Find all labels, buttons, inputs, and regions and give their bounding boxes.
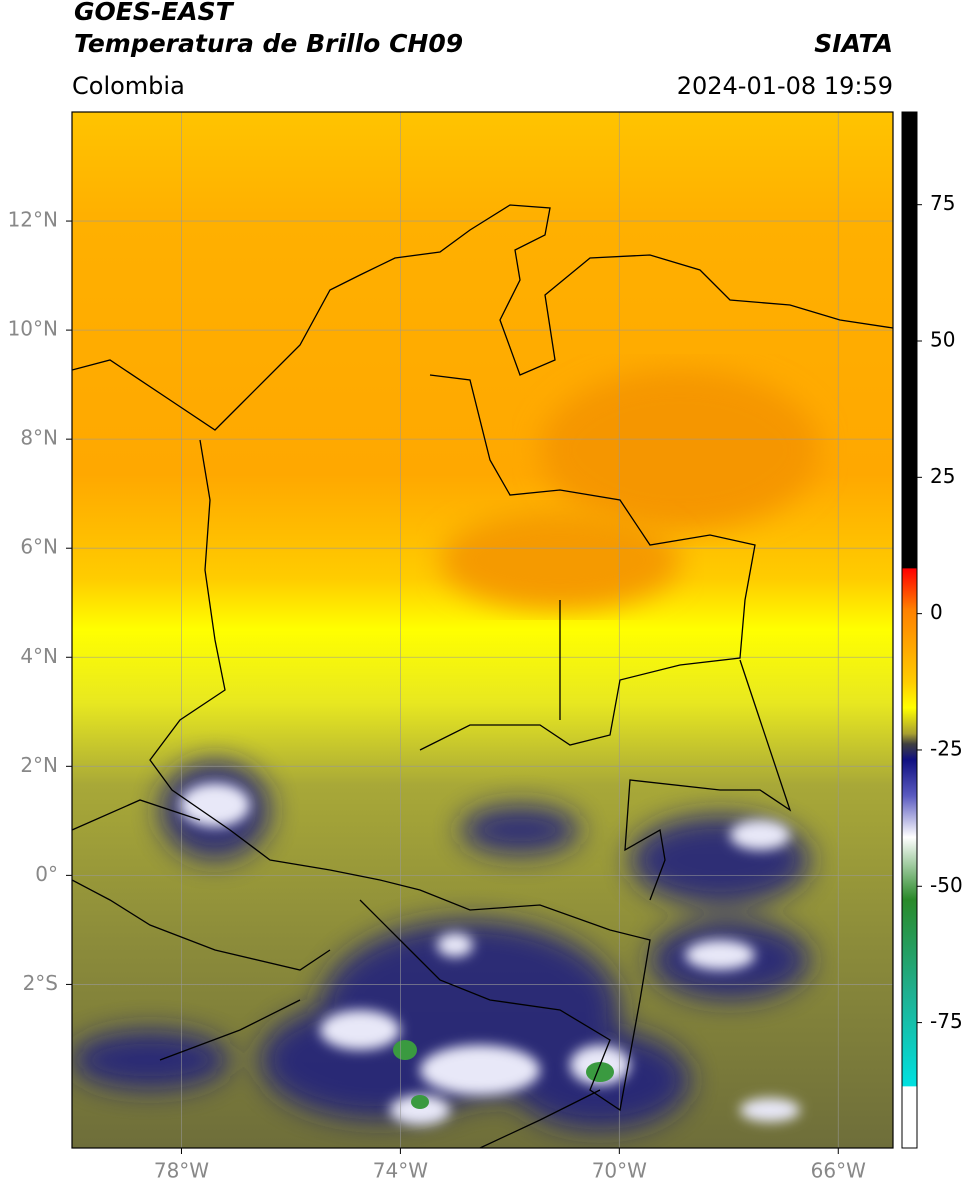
borders [72,204,893,1148]
y-tick-label: 4°N [20,644,58,668]
y-tick-label: 2°N [20,753,58,777]
title: GOES-EAST [74,0,235,26]
colorbar-label: -75 [930,1009,963,1033]
region: Colombia [72,72,185,100]
y-tick-label: 0° [35,862,58,886]
x-tick-label: 66°W [811,1159,866,1183]
colorbar-label: 75 [930,191,955,215]
subtitle: Temperatura de Brillo CH09 [74,29,463,58]
map-frame [71,111,894,1149]
x-tick-label: 70°W [592,1159,647,1183]
y-tick-label: 2°S [23,971,58,995]
y-tick-label: 6°N [20,535,58,559]
y-tick-label: 12°N [8,208,58,232]
x-tick-label: 74°W [373,1159,428,1183]
y-tick-label: 10°N [8,317,58,341]
satellite-image [72,112,893,1148]
colorbar-label: 0 [930,600,943,624]
grid [72,112,893,1148]
colorbar [901,111,918,1149]
source: SIATA [814,29,893,58]
datetime: 2024-01-08 19:59 [677,72,893,100]
x-tick-label: 78°W [154,1159,209,1183]
colorbar-label: -50 [930,873,963,897]
colorbar-label: 25 [930,464,955,488]
colorbar-label: -25 [930,736,963,760]
y-tick-label: 8°N [20,426,58,450]
colorbar-label: 50 [930,328,955,352]
